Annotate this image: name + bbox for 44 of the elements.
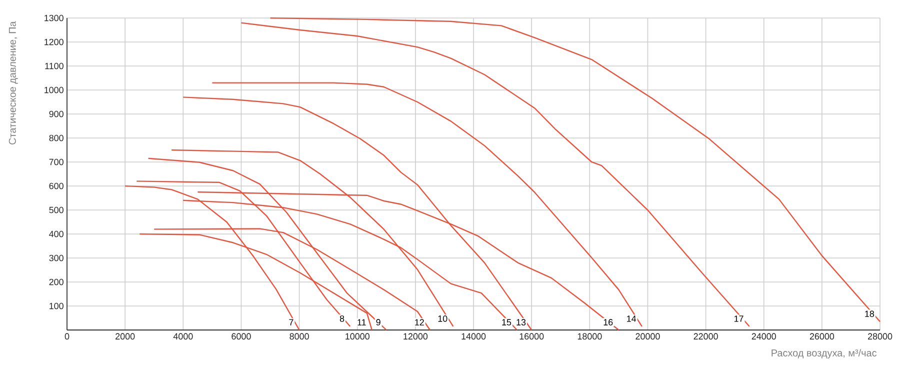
series-label: 9 <box>376 319 380 326</box>
series-label: 18 <box>865 310 874 318</box>
y-tick-label: 800 <box>49 134 64 142</box>
y-tick-label: 1200 <box>44 38 64 46</box>
x-tick-label: 20000 <box>636 333 660 340</box>
x-tick-label: 12000 <box>404 333 428 340</box>
series-label: 16 <box>604 319 613 326</box>
series-label: 14 <box>627 316 636 322</box>
x-tick-label: 18000 <box>578 333 602 340</box>
y-axis-title: Статическое давление, Па <box>8 21 18 144</box>
x-tick-label: 16000 <box>520 333 544 340</box>
series-label: 15 <box>502 319 512 326</box>
y-tick-label: 400 <box>49 230 64 238</box>
x-tick-label: 0 <box>64 333 70 340</box>
y-tick-label: 700 <box>49 158 64 166</box>
series-label: 13 <box>516 319 526 326</box>
series-label: 17 <box>734 316 744 322</box>
series-label: 11 <box>358 319 366 326</box>
x-tick-label: 6000 <box>232 333 251 340</box>
y-tick-label: 300 <box>49 254 64 262</box>
x-tick-label: 8000 <box>290 333 309 340</box>
series-label: 12 <box>415 319 424 326</box>
y-tick-label: 500 <box>49 206 64 214</box>
y-tick-label: 1000 <box>44 86 64 94</box>
x-tick-label: 24000 <box>752 333 776 340</box>
y-tick-label: 900 <box>49 110 64 118</box>
series-label: 10 <box>438 315 448 322</box>
x-tick-label: 14000 <box>462 333 486 340</box>
x-tick-label: 28000 <box>868 333 892 340</box>
y-tick-label: 100 <box>50 302 64 310</box>
series-label: 8 <box>340 315 344 322</box>
series-label: 7 <box>289 319 294 326</box>
line-series <box>240 22 750 327</box>
y-tick-label: 600 <box>49 182 64 190</box>
y-tick-label: 200 <box>49 278 64 286</box>
y-tick-label: 1300 <box>44 14 64 22</box>
x-tick-label: 26000 <box>810 333 834 340</box>
x-tick-label: 10000 <box>346 333 370 340</box>
x-axis-title: Расход воздуха, м³/час <box>772 349 877 358</box>
line-series <box>212 82 643 327</box>
x-tick-label: 4000 <box>173 333 193 340</box>
x-tick-label: 22000 <box>694 333 718 340</box>
x-tick-label: 2000 <box>116 333 135 340</box>
y-tick-label: 1100 <box>45 62 64 70</box>
